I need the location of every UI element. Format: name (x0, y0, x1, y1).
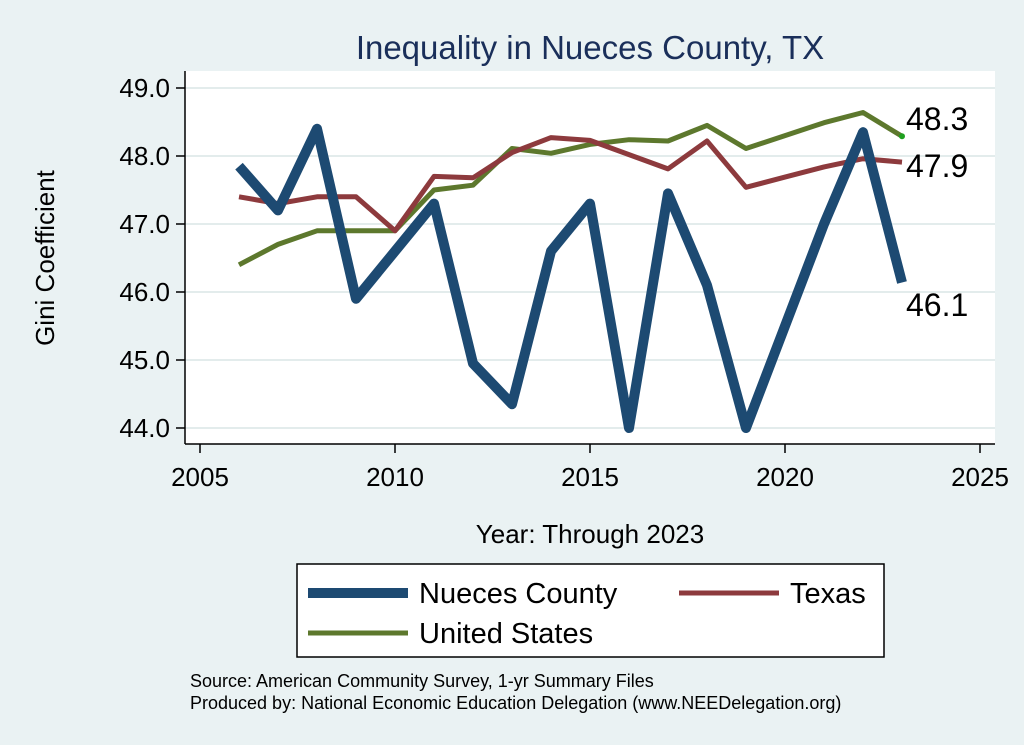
x-tick-label: 2005 (171, 462, 229, 492)
y-axis-title: Gini Coefficient (30, 169, 60, 346)
series-line-texas (238, 135, 903, 234)
y-tick-label: 46.0 (119, 277, 170, 307)
end-point-united-states (899, 133, 905, 140)
chart-title: Inequality in Nueces County, TX (356, 29, 824, 66)
y-tick-label: 45.0 (119, 345, 170, 375)
producer-line: Produced by: National Economic Education… (190, 693, 841, 713)
x-tick-label: 2025 (951, 462, 1009, 492)
y-tick-label: 47.0 (119, 209, 170, 239)
series-line-nueces-county (235, 123, 907, 433)
x-tick-label: 2010 (366, 462, 424, 492)
legend-label-united-states: United States (419, 618, 593, 650)
y-tick-label: 44.0 (119, 413, 170, 443)
x-tick-label: 2015 (561, 462, 619, 492)
end-label-united-states: 48.3 (906, 101, 968, 137)
x-axis-title: Year: Through 2023 (476, 519, 704, 549)
axes: 44.0 45.0 46.0 47.0 48.0 49.0 2005 2010 2015 2020… (119, 71, 1009, 492)
legend-label-texas: Texas (790, 578, 866, 610)
x-tick-label: 2020 (756, 462, 814, 492)
legend-box (296, 563, 885, 658)
y-tick-label: 48.0 (119, 141, 170, 171)
end-label-texas: 47.9 (906, 148, 968, 184)
plot-area (185, 71, 995, 444)
legend: Nueces County Texas United States (296, 563, 885, 658)
y-tick-label: 49.0 (119, 73, 170, 103)
series-lines (235, 110, 907, 433)
source-line: Source: American Community Survey, 1-yr … (190, 671, 654, 691)
end-label-nueces-county: 46.1 (906, 287, 968, 323)
series-line-united-states (237, 110, 904, 268)
legend-label-nueces-county: Nueces County (419, 578, 618, 610)
